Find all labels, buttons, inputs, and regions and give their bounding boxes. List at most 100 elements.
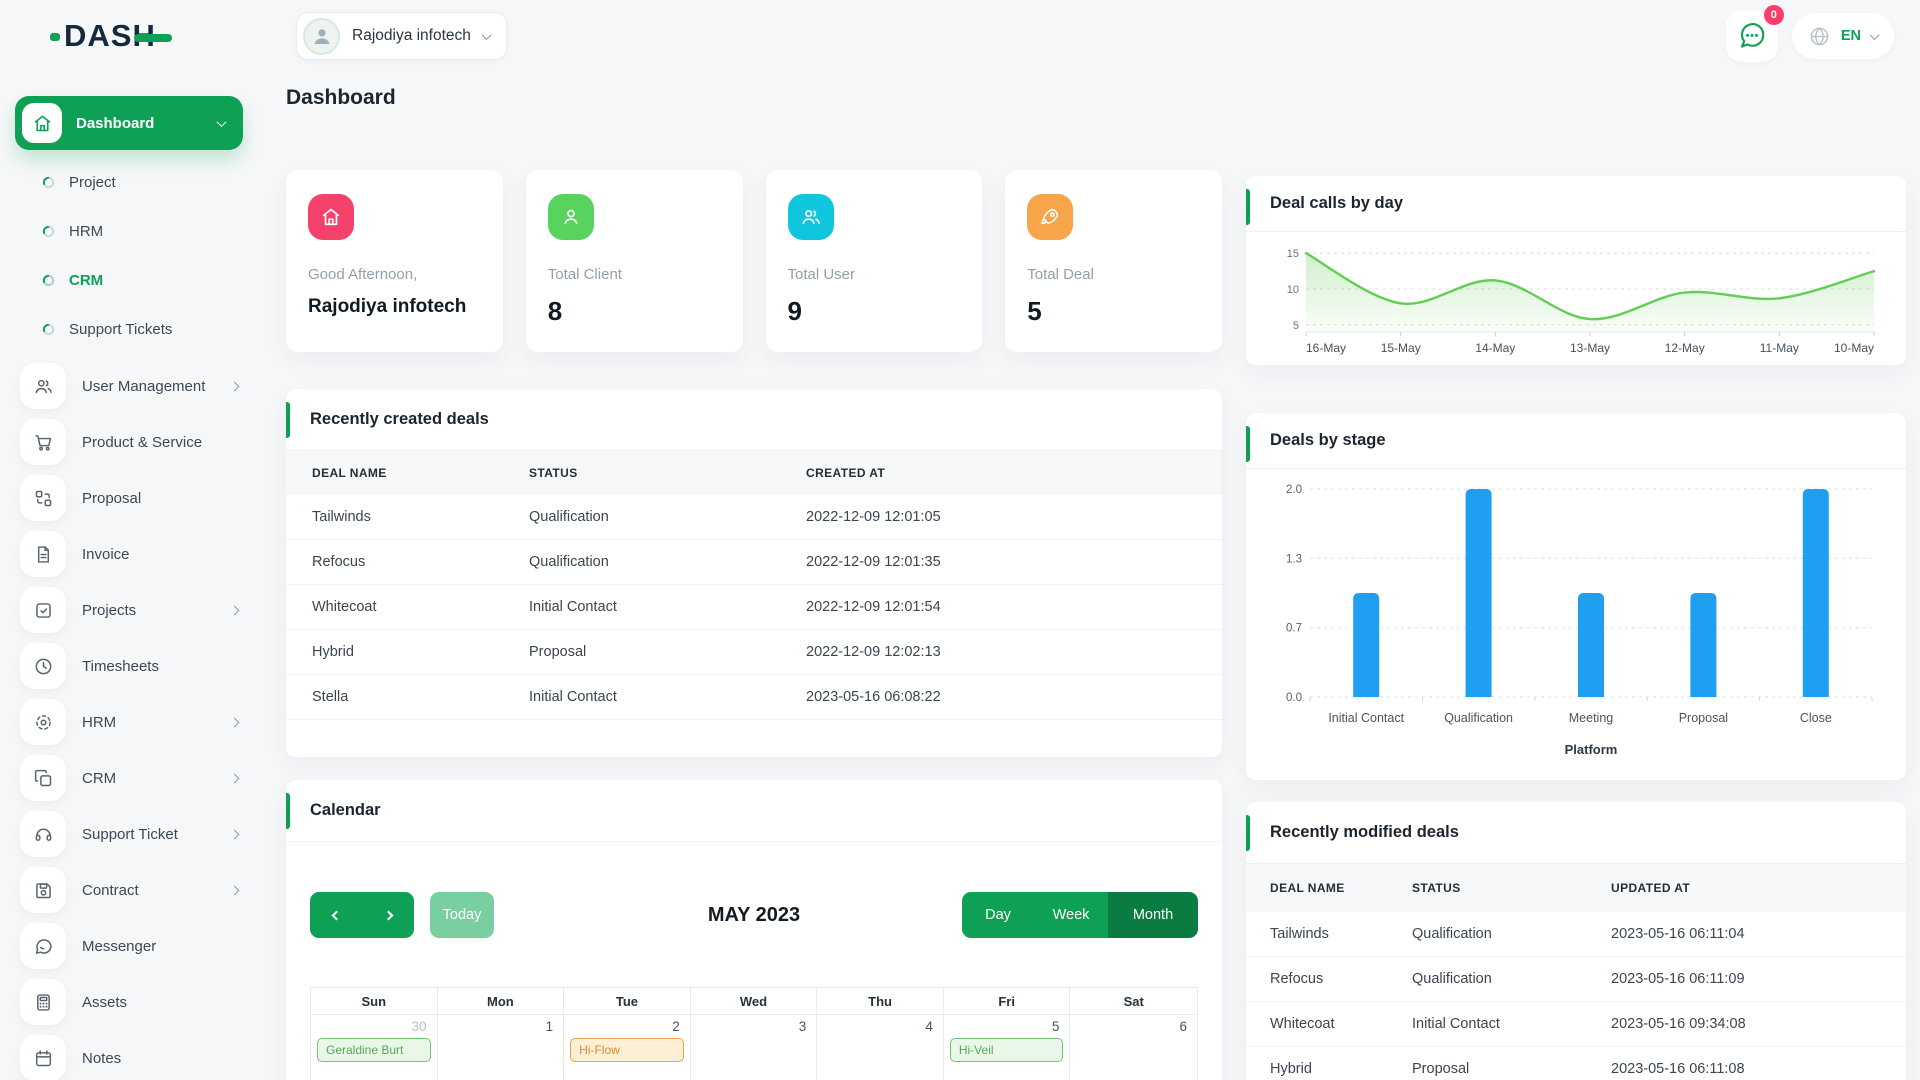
panel-accent (1246, 815, 1250, 851)
svg-text:Initial Contact: Initial Contact (1328, 711, 1404, 725)
chevron-right-icon (229, 605, 240, 615)
sidebar-item-projects[interactable]: Projects (15, 582, 268, 638)
bullet-icon (42, 225, 55, 238)
prev-button[interactable] (310, 892, 362, 938)
deal-created-at: 2022-12-09 12:01:35 (806, 554, 941, 570)
deal-status: Qualification (529, 509, 609, 525)
calendar-day-cell[interactable]: 1 (438, 1015, 565, 1080)
view-day-button[interactable]: Day (962, 892, 1034, 938)
brand-logo[interactable]: DASH (50, 18, 172, 54)
sidebar-item-label: Dashboard (76, 114, 155, 132)
file-icon (20, 531, 66, 577)
logo-accent-bar (133, 34, 172, 42)
day-number: 2 (672, 1019, 680, 1034)
sidebar-item-product-service[interactable]: Product & Service (15, 414, 268, 470)
company-selector[interactable]: Rajodiya infotech (296, 12, 507, 60)
table-row: Stella Initial Contact 2023-05-16 06:08:… (286, 675, 1222, 720)
svg-text:Platform: Platform (1565, 742, 1618, 757)
panel-title: Calendar (286, 780, 1222, 842)
deal-updated-at: 2023-05-16 06:11:08 (1611, 1061, 1745, 1077)
rocket-icon (1027, 194, 1074, 240)
users-icon (20, 363, 66, 409)
messages-button[interactable]: 0 (1725, 5, 1784, 62)
sidebar-item-invoice[interactable]: Invoice (15, 526, 268, 582)
recently-modified-deals-panel: Recently modified deals DEAL NAME STATUS… (1246, 802, 1906, 1080)
calendar-event[interactable]: Geraldine Burt (317, 1038, 431, 1062)
sidebar-item-support-ticket[interactable]: Support Ticket (15, 806, 268, 862)
total-deal-card: Total Deal 5 (1005, 170, 1222, 352)
sidebar-item-hrm[interactable]: HRM (15, 694, 268, 750)
sidebar-item-messenger[interactable]: Messenger (15, 918, 268, 974)
sidebar-item-label: Proposal (82, 489, 142, 507)
day-number: 1 (545, 1019, 554, 1034)
next-button[interactable] (362, 892, 414, 938)
sidebar-subitem-label: Project (69, 174, 116, 191)
weekday-label: Tue (564, 988, 691, 1015)
deal-name: Tailwinds (312, 509, 371, 525)
person-icon (314, 29, 329, 44)
language-selector[interactable]: EN (1791, 13, 1894, 59)
sidebar-subitem-hrm[interactable]: HRM (15, 207, 268, 256)
calendar-day-cell[interactable]: 3 (691, 1015, 818, 1080)
sidebar-subitem-support-tickets[interactable]: Support Tickets (15, 305, 268, 354)
card-value: 9 (787, 296, 802, 326)
bullet-icon (42, 323, 55, 336)
chevron-right-icon (229, 381, 240, 391)
panel-title: Deals by stage (1246, 413, 1906, 469)
calendar-icon (20, 1035, 66, 1080)
column-header: UPDATED AT (1611, 881, 1691, 895)
table-row: Refocus Qualification 2022-12-09 12:01:3… (286, 540, 1222, 585)
language-code: EN (1840, 28, 1861, 44)
sidebar-item-label: Notes (82, 1049, 122, 1067)
deal-status: Proposal (1412, 1061, 1470, 1077)
calendar-weekday-row: Sun Mon Tue Wed Thu Fri Sat (311, 988, 1197, 1015)
calendar-day-cell[interactable]: 6 (1070, 1015, 1197, 1080)
sidebar-item-user-management[interactable]: User Management (15, 358, 268, 414)
column-header: STATUS (529, 466, 578, 480)
calendar-day-cell[interactable]: 30 Geraldine Burt (311, 1015, 438, 1080)
chevron-down-icon (481, 29, 492, 40)
sidebar-item-proposal[interactable]: Proposal (15, 470, 268, 526)
deal-name: Hybrid (1270, 1061, 1312, 1077)
sidebar-subitem-crm[interactable]: CRM (15, 256, 268, 305)
calendar-day-cell[interactable]: 4 (817, 1015, 944, 1080)
deal-updated-at: 2023-05-16 06:11:04 (1611, 926, 1745, 942)
chevron-left-icon (331, 910, 341, 920)
globe-icon (1810, 26, 1829, 46)
table-row: Hybrid Proposal 2023-05-16 06:11:08 (1246, 1047, 1906, 1080)
weekday-label: Mon (437, 988, 565, 1015)
deal-status: Qualification (1412, 971, 1492, 987)
calendar-event[interactable]: Hi-Veil (949, 1038, 1064, 1062)
deal-name: Whitecoat (312, 599, 377, 615)
column-header: STATUS (1412, 881, 1461, 895)
sidebar-item-label: Product & Service (82, 433, 203, 451)
sidebar-item-timesheets[interactable]: Timesheets (15, 638, 268, 694)
view-week-button[interactable]: Week (1034, 892, 1108, 938)
sidebar-item-notes[interactable]: Notes (15, 1030, 268, 1080)
calendar-day-cell[interactable]: 5 Hi-Veil (944, 1015, 1071, 1080)
calendar-event[interactable]: Hi-Flow (570, 1038, 684, 1062)
sidebar-subitem-project[interactable]: Project (15, 158, 268, 207)
calendar-day-cell[interactable]: 2 Hi-Flow (564, 1015, 691, 1080)
sidebar-item-label: Assets (82, 993, 128, 1011)
user-icon (547, 194, 594, 240)
deal-status: Initial Contact (1412, 1016, 1500, 1032)
bullet-icon (42, 274, 55, 287)
total-user-card: Total User 9 (765, 170, 983, 352)
chevron-right-icon (383, 910, 393, 920)
sidebar-subitem-label: Support Tickets (69, 321, 173, 338)
target-icon (20, 699, 66, 745)
sidebar-item-crm[interactable]: CRM (15, 750, 268, 806)
today-button[interactable]: Today (430, 892, 494, 938)
sidebar-item-dashboard[interactable]: Dashboard (15, 96, 243, 150)
panel-title: Deal calls by day (1246, 176, 1906, 232)
calendar-view-switcher: Day Week Month (962, 892, 1198, 938)
sidebar-item-contract[interactable]: Contract (15, 862, 268, 918)
deal-status: Qualification (1412, 926, 1492, 942)
sidebar-item-assets[interactable]: Assets (15, 974, 268, 1030)
users-icon (787, 194, 834, 240)
deal-updated-at: 2023-05-16 09:34:08 (1611, 1016, 1746, 1032)
day-number: 3 (798, 1019, 807, 1034)
view-month-button[interactable]: Month (1108, 892, 1198, 938)
svg-text:Close: Close (1800, 711, 1832, 725)
